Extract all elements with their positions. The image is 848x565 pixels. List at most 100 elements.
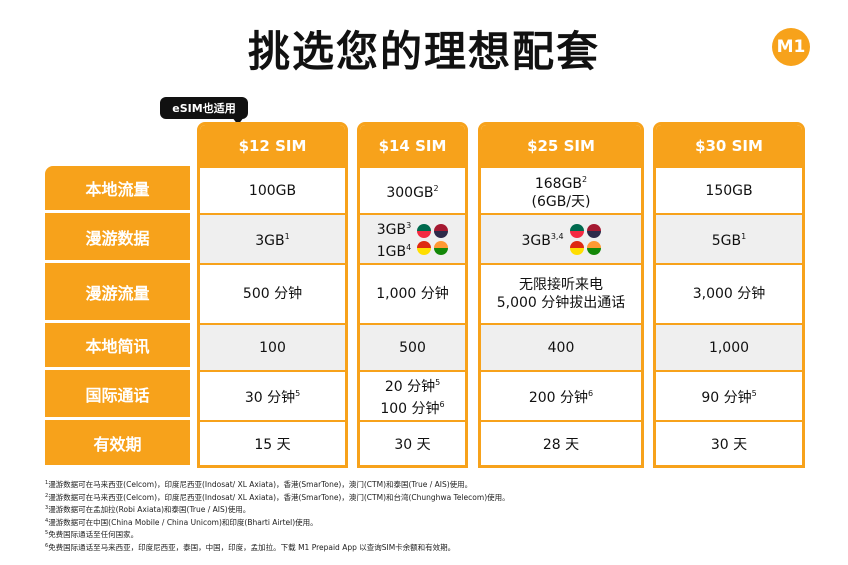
cell-line: 3,000 分钟 [693,285,766,303]
cell-text: 100 [259,339,286,356]
cell-lines: 100 [259,339,286,357]
footnote-ref: 3 [406,221,412,230]
cell: 28 天 [481,420,641,465]
title: 挑选您的理想配套 [247,27,600,76]
footnote-ref: 2 [433,183,439,193]
cell-line: 30 天 [711,436,747,454]
cell-text: 1,000 分钟 [376,286,449,302]
cell-lines: 3,000 分钟 [693,285,766,303]
cell-lines: 3GB3,4 [521,228,563,250]
cell-text: 150GB [705,182,753,199]
footnote-ref: 1 [284,232,290,241]
cell-text: 3GB [376,222,407,238]
cell-lines: 300GB2 [386,180,438,202]
plan-column: $14 SIM 300GB2 3GB3 1GB4 1,000 分钟 500 20 分钟5 10… [357,122,468,468]
cell-line: 500 分钟 [243,285,302,303]
plan-column: $25 SIM 168GB2 (6GB/天) 3GB3,4 无限接听来电 5,000 分钟… [478,122,644,468]
cell: 168GB2 (6GB/天) [481,166,641,213]
cell-text: 100 分钟 [380,401,440,417]
column-header: $30 SIM [656,125,802,166]
footnote: 3漫游数据可在孟加拉(Robi Axiata)和泰国(True / AIS)使用… [45,503,510,516]
footnote: 6免费国际通话至马来西亚，印度尼西亚，泰国，中国，印度，孟加拉。下载 M1 Pr… [45,541,510,554]
cell: 1,000 分钟 [360,263,465,323]
cell-line: 500 [399,339,426,357]
cell-text: 无限接听来电 [519,277,603,293]
footnote-ref: 5 [751,389,757,398]
cell-line: 100 分钟6 [380,396,444,418]
cell-text: 5,000 分钟拔出通话 [496,295,626,311]
cell-text: (6GB/天) [531,193,591,210]
cell-text: 30 天 [710,437,748,453]
cell: 无限接听来电 5,000 分钟拔出通话 [481,263,641,323]
cell-line: 3GB1 [255,228,289,250]
cell: 30 分钟5 [200,370,345,420]
flag [434,223,449,238]
cell-lines: 200 分钟6 [529,385,593,407]
cell-line: 5,000 分钟拔出通话 [497,294,626,312]
footnote-ref: 5 [295,389,301,398]
cell-lines: 150GB [705,182,752,200]
row-label: 漫游流量 [45,263,190,320]
cell: 500 [360,323,465,370]
cell: 200 分钟6 [481,370,641,420]
cell: 100 [200,323,345,370]
footnote: 4漫游数据可在中国(China Mobile / China Unicom)和印… [45,516,510,529]
cell-line: 无限接听来电 [519,276,603,294]
flag [417,223,432,238]
plan-column: $30 SIM 150GB 5GB1 3,000 分钟 1,000 90 分钟5 30 天 [653,122,805,468]
footnote-mark: 1 [45,480,49,486]
cell-text: 500 [399,339,426,356]
logo: M1 [772,28,810,66]
cell-text: 1GB [376,244,407,260]
cell-lines: 30 天 [711,436,747,454]
cell-line: (6GB/天) [531,193,590,211]
cell-lines: 168GB2 (6GB/天) [531,171,590,211]
footnote-text: 免费国际通话至任何国家。 [48,530,139,539]
cell: 15 天 [200,420,345,465]
footnote-ref: 5 [435,378,441,387]
cell-text: 300GB [386,184,434,201]
cell-lines: 1,000 [709,339,749,357]
flag-icons [417,223,449,255]
cell-lines: 100GB [249,182,296,200]
footnote: 1漫游数据可在马来西亚(Celcom)，印度尼西亚(Indosat/ XL Ax… [45,478,510,491]
cell-lines: 30 天 [394,436,430,454]
esim-badge: eSIM也适用 [160,97,248,119]
footnote-mark: 6 [45,542,49,549]
cell-lines: 400 [548,339,575,357]
footnote-ref: 2 [582,174,588,184]
flag-icons [569,223,601,255]
cell-lines: 28 天 [543,436,579,454]
cell-lines: 30 分钟5 [245,385,300,407]
cell-text: 400 [547,339,575,356]
cell-line: 100GB [249,182,296,200]
cell: 300GB2 [360,166,465,213]
row-label: 本地简讯 [45,323,190,367]
cell-lines: 无限接听来电 5,000 分钟拔出通话 [497,276,626,312]
cell: 3GB3 1GB4 [360,213,465,263]
footnote-text: 漫游数据可在马来西亚(Celcom)，印度尼西亚(Indosat/ XL Axi… [48,480,473,489]
cell-lines: 20 分钟5 100 分钟6 [380,374,444,418]
footnote-mark: 2 [45,492,49,499]
row-label: 有效期 [45,420,190,465]
cell-line: 3GB3 [377,217,411,239]
cell-text: 3GB [521,233,551,249]
footnote-mark: 3 [45,505,49,511]
cell-text: 1,000 [708,339,750,356]
flag [586,223,601,238]
column-header: $25 SIM [481,125,641,166]
column-header: $12 SIM [200,125,345,166]
flag [586,240,601,255]
cell: 150GB [656,166,802,213]
cell-line: 20 分钟5 [385,374,440,396]
cell: 90 分钟5 [656,370,802,420]
cell-line: 90 分钟5 [701,385,756,407]
cell: 20 分钟5 100 分钟6 [360,370,465,420]
cell-text: 90 分钟 [701,390,752,406]
cell-line: 168GB2 [535,171,587,193]
cell-lines: 5GB1 [712,228,746,250]
cell-line: 3GB3,4 [521,228,563,250]
cell: 400 [481,323,641,370]
footnote-text: 漫游数据可在孟加拉(Robi Axiata)和泰国(True / AIS)使用。 [48,505,251,514]
cell: 1,000 [656,323,802,370]
